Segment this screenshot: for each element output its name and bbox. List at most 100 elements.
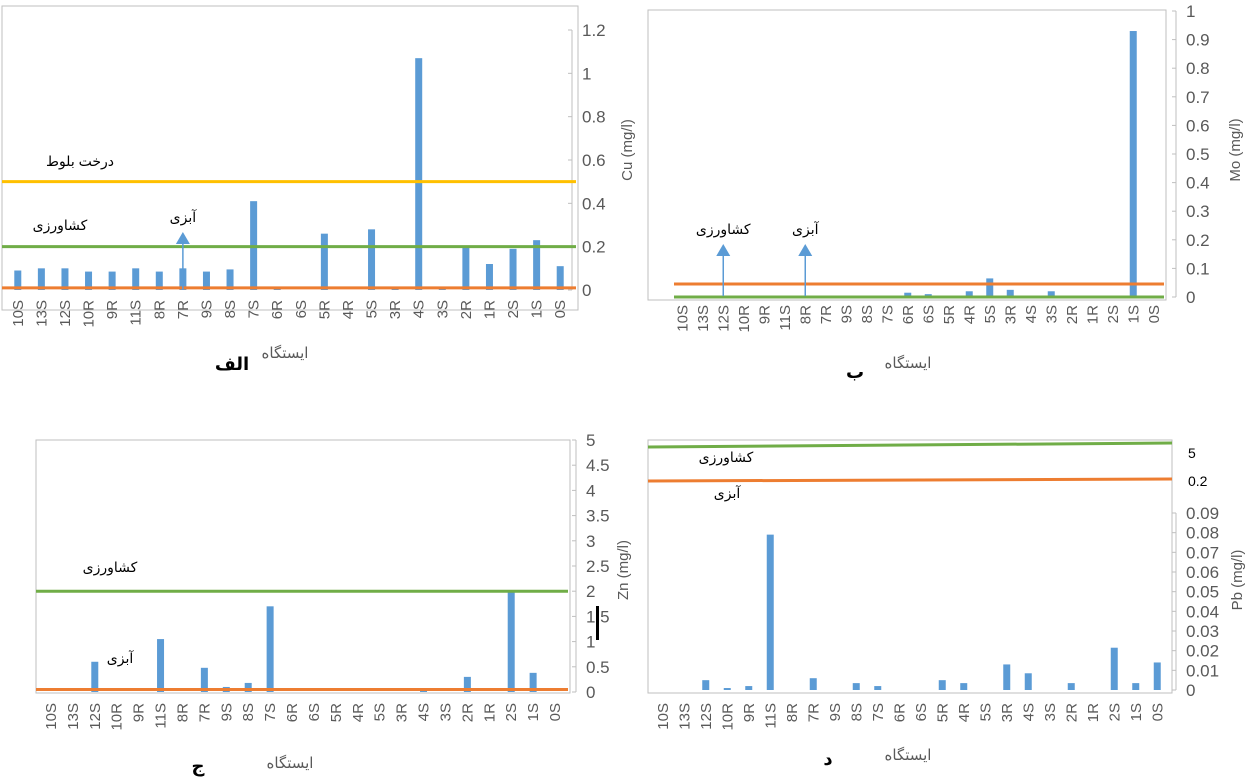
- y-tick-label: 0: [586, 683, 595, 702]
- x-tick-label: 4S: [416, 703, 433, 721]
- bar: [266, 606, 274, 692]
- y-axis-title: Pb (mg/l): [1229, 550, 1246, 611]
- x-tick-label: 2R: [1064, 305, 1081, 324]
- x-tick-label: 3R: [999, 703, 1016, 722]
- bar: [226, 269, 234, 290]
- x-tick-label: 8S: [859, 305, 876, 323]
- bar: [157, 639, 165, 692]
- y-tick-label: 1: [1186, 2, 1195, 21]
- x-tick-label: 5R: [328, 703, 345, 722]
- x-tick-label: 10S: [10, 300, 27, 327]
- x-tick-label: 11S: [762, 703, 779, 729]
- bar: [1003, 664, 1011, 690]
- y-tick-label: 2.5: [586, 557, 610, 576]
- bar: [273, 288, 281, 290]
- x-tick-label: 8R: [151, 300, 168, 319]
- x-tick-label: 7S: [879, 305, 896, 323]
- x-tick-label: 1R: [1085, 703, 1102, 722]
- bar: [745, 686, 753, 690]
- bar: [702, 680, 710, 690]
- x-tick-label: 6S: [293, 300, 310, 318]
- x-tick-label: 2S: [1105, 305, 1122, 323]
- plot-frame: [1, 5, 579, 311]
- x-tick-label: 3S: [1042, 703, 1059, 721]
- y-tick-label: 0.5: [586, 658, 610, 677]
- x-tick-label: 13S: [695, 305, 712, 332]
- bar: [108, 271, 116, 290]
- bar: [529, 672, 537, 692]
- x-tick-label: 9R: [131, 703, 148, 722]
- y-tick-label: 0.08: [1186, 524, 1219, 543]
- y-tick-label: 3.5: [586, 507, 610, 526]
- bar: [14, 270, 22, 290]
- bar: [463, 676, 471, 692]
- x-tick-label: 3S: [1043, 305, 1060, 323]
- bar: [202, 271, 210, 290]
- bar: [965, 291, 973, 297]
- y-extra-tick-label: 0.2: [1188, 473, 1208, 489]
- bar: [1067, 683, 1075, 690]
- y-tick-label: 5: [586, 431, 595, 450]
- reference-line-label: کشاورزی: [33, 217, 88, 234]
- x-tick-label: 13S: [676, 703, 693, 730]
- bar: [438, 288, 446, 290]
- bar: [200, 667, 208, 692]
- reference-line-label: کشاورزی: [83, 559, 138, 576]
- reference-line: [647, 477, 1173, 483]
- x-tick-label: 9R: [104, 300, 121, 319]
- x-tick-label: 10R: [719, 703, 736, 731]
- reference-line-label: درخت بلوط: [46, 153, 114, 170]
- x-tick-label: 10S: [674, 305, 691, 332]
- bar: [244, 682, 252, 692]
- y-tick-label: 3: [586, 532, 595, 551]
- x-axis-title: ایستگاه: [267, 754, 314, 772]
- y-tick-label: 0.6: [1186, 116, 1210, 135]
- panel-caption: ب: [846, 362, 864, 382]
- reference-line-label: آبزی: [107, 650, 135, 667]
- x-tick-label: 7S: [246, 300, 263, 318]
- bar: [1110, 647, 1118, 690]
- bar: [960, 683, 968, 690]
- bar: [1129, 31, 1137, 298]
- x-tick-label: 1R: [1084, 305, 1101, 324]
- x-tick-label: 7R: [818, 305, 835, 324]
- x-tick-label: 0S: [1149, 703, 1166, 721]
- bar: [61, 268, 69, 290]
- x-tick-label: 3R: [394, 703, 411, 722]
- y-tick-label: 0.2: [582, 238, 606, 257]
- x-tick-label: 5S: [977, 703, 994, 721]
- y-tick-label: 0.9: [1186, 31, 1210, 50]
- axis-mark: [596, 606, 599, 640]
- x-tick-label: 10R: [736, 305, 753, 333]
- x-tick-label: 4S: [1020, 703, 1037, 721]
- x-tick-label: 6R: [900, 305, 917, 324]
- y-tick-label: 0.3: [1186, 202, 1210, 221]
- x-tick-label: 6S: [920, 305, 937, 323]
- plot-frame: [647, 439, 1173, 694]
- x-tick-label: 5S: [364, 300, 381, 318]
- x-tick-label: 4R: [956, 703, 973, 722]
- x-tick-label: 12S: [715, 305, 732, 332]
- x-tick-label: 9R: [756, 305, 773, 324]
- arrow-label: کشاورزی: [696, 221, 751, 238]
- chart-alef: 0 0.2 0.4 0.6 0.8 1 1.2 Cu (mg/l) 10S 13S 12S 10R 9R…: [1, 5, 636, 374]
- y-tick-label: 0: [1186, 681, 1195, 700]
- bar: [507, 591, 515, 692]
- x-tick-label: 2S: [505, 300, 522, 318]
- x-tick-label: 2R: [1063, 703, 1080, 722]
- plot-frame: [35, 439, 571, 694]
- reference-line: [647, 441, 1173, 449]
- bar: [85, 271, 93, 290]
- y-tick-label: 4: [586, 481, 595, 500]
- bar: [723, 688, 731, 690]
- x-tick-label: 10S: [655, 703, 672, 730]
- x-tick-label: 8R: [784, 703, 801, 722]
- x-tick-label: 3R: [1002, 305, 1019, 324]
- x-tick-label: 9S: [218, 703, 235, 721]
- x-tick-label: 6S: [913, 703, 930, 721]
- x-tick-label: 10R: [81, 300, 98, 328]
- arrow-label: آبزی: [170, 209, 198, 226]
- x-tick-label: 7R: [175, 300, 192, 319]
- bar: [986, 278, 994, 297]
